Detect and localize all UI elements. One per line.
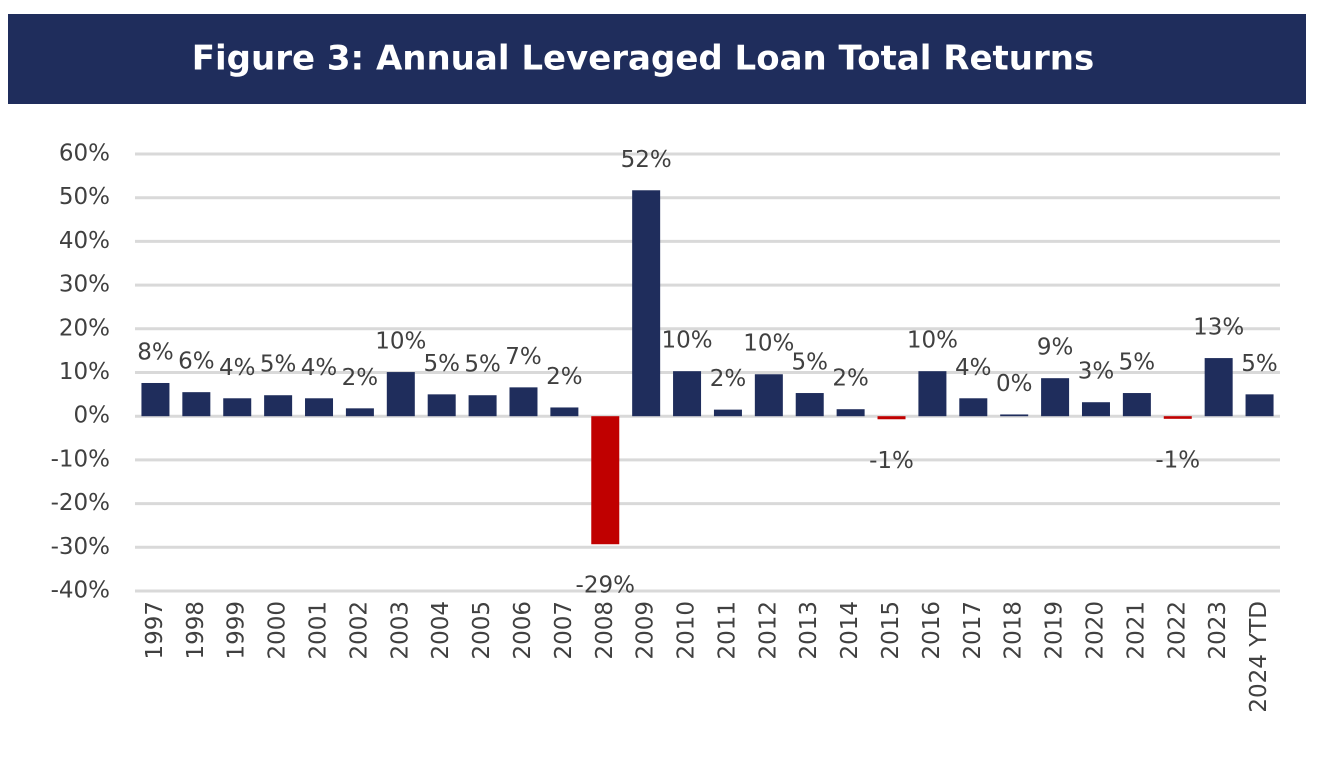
title-banner [8,14,1306,104]
bar [754,374,783,417]
x-tick-label: 1998 [183,601,209,660]
data-label: 6% [178,349,215,375]
bar [1081,402,1110,417]
data-label: 4% [955,355,992,381]
bar [713,409,742,417]
x-tick-label: 2015 [878,601,904,660]
data-label: 52% [621,147,672,173]
bar [1041,378,1070,417]
data-label: 0% [996,371,1033,397]
data-label: 2% [342,365,379,391]
data-label: 7% [505,344,542,370]
x-tick-label: 2008 [592,601,618,660]
bar [673,371,702,417]
bar [509,387,538,417]
x-tick-label: 2020 [1082,601,1108,660]
bar [877,416,906,420]
data-label: 10% [661,328,712,354]
bar [1163,416,1192,419]
y-tick-label: 0% [74,403,111,429]
data-label: 4% [219,355,256,381]
x-tick-label: 2009 [633,601,659,660]
data-label: 5% [1119,350,1156,376]
x-tick-label: 2003 [387,601,413,660]
y-tick-label: 30% [59,272,110,298]
bar [1245,394,1274,417]
bar [386,372,415,417]
bar [632,190,661,417]
chart-title: Figure 3: Annual Leveraged Loan Total Re… [192,39,1094,79]
bar [182,392,211,417]
bar [305,398,334,417]
y-tick-label: -30% [51,534,110,560]
x-tick-label: 2012 [755,601,781,660]
x-tick-label: 2006 [510,601,536,660]
data-label: -1% [869,448,914,474]
data-label: -29% [576,573,635,599]
y-tick-label: 60% [59,141,110,167]
x-tick-label: 2021 [1123,601,1149,660]
data-label: 10% [375,329,426,355]
x-tick-label: 2001 [306,601,332,660]
x-tick-label: 2024 YTD [1246,601,1272,713]
x-tick-label: 1997 [142,601,168,660]
bar [918,371,947,417]
bar [1204,358,1233,417]
x-tick-label: 2011 [714,601,740,660]
x-tick-label: 2004 [428,601,454,660]
bar [591,416,620,545]
y-tick-label: 20% [59,315,110,341]
x-tick-label: 2016 [919,601,945,660]
data-label: 8% [137,339,174,365]
y-tick-label: 50% [59,184,110,210]
x-tick-label: 2023 [1205,601,1231,660]
data-label: 5% [464,352,501,378]
data-label: 5% [260,352,297,378]
x-tick-label: 2014 [837,601,863,660]
bar [345,408,374,417]
bar [959,398,988,417]
data-label: 2% [832,366,869,392]
data-label: 3% [1078,359,1115,385]
bar [264,395,293,417]
bar [550,407,579,417]
data-label: 9% [1037,335,1074,361]
y-tick-label: 10% [59,359,110,385]
bar [795,393,824,417]
x-tick-label: 1999 [224,601,250,660]
bar [427,394,456,417]
data-label: 5% [1241,351,1278,377]
data-label: 5% [791,350,828,376]
bar [468,395,497,417]
bar [141,382,170,417]
data-label: -1% [1155,447,1200,473]
x-tick-label: 2017 [960,601,986,660]
x-tick-label: 2022 [1164,601,1190,660]
x-tick-label: 2005 [469,601,495,660]
bar [1000,414,1029,417]
data-label: 2% [710,366,747,392]
y-tick-label: -40% [51,578,110,604]
data-label: 10% [743,331,794,357]
bar [1122,393,1151,417]
data-label: 2% [546,364,583,390]
x-tick-label: 2018 [1001,601,1027,660]
data-label: 13% [1193,315,1244,341]
bar [836,409,865,417]
x-tick-label: 2000 [265,601,291,660]
data-label: 4% [301,355,338,381]
x-tick-label: 2007 [551,601,577,660]
data-label: 10% [907,328,958,354]
x-tick-label: 2002 [346,601,372,660]
x-tick-label: 2019 [1042,601,1068,660]
bar [223,398,252,417]
y-tick-label: -10% [51,446,110,472]
x-tick-label: 2010 [674,601,700,660]
y-tick-label: 40% [59,228,110,254]
data-label: 5% [423,351,460,377]
y-tick-label: -20% [51,490,110,516]
x-tick-label: 2013 [796,601,822,660]
